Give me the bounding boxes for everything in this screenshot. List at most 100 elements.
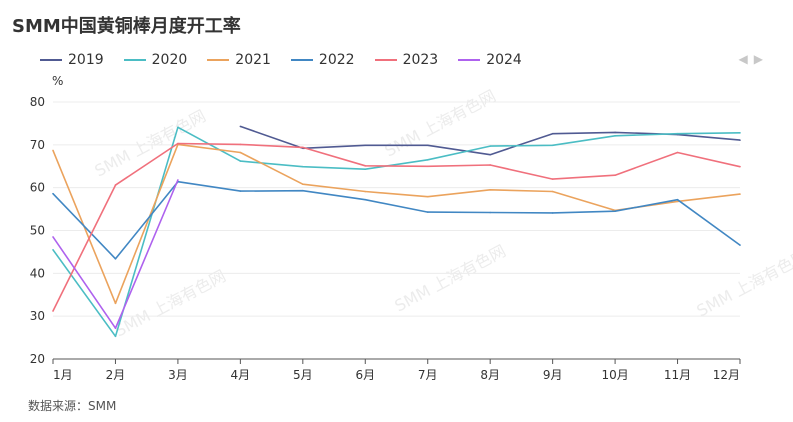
series-line-2021 xyxy=(52,143,741,305)
data-point-2020 xyxy=(239,160,242,162)
data-point-2023 xyxy=(676,151,679,154)
data-point-2020 xyxy=(364,168,367,171)
data-point-2020 xyxy=(489,145,491,147)
y-tick-label: 60 xyxy=(30,181,45,195)
data-point-2023 xyxy=(551,178,554,180)
data-point-2019 xyxy=(364,144,367,147)
data-point-2023 xyxy=(302,146,304,149)
legend-item-2022[interactable]: 2022 xyxy=(290,52,355,68)
legend-swatch xyxy=(374,59,397,61)
series-line-2020 xyxy=(52,126,741,338)
data-point-2022 xyxy=(426,211,429,213)
data-point-2019 xyxy=(489,153,491,156)
legend-swatch xyxy=(458,59,481,61)
series-line-2022 xyxy=(52,180,741,260)
data-point-2020 xyxy=(114,335,117,338)
data-point-2022 xyxy=(676,198,679,201)
legend-item-2021[interactable]: 2021 xyxy=(207,52,271,68)
data-point-2022 xyxy=(614,210,616,213)
data-point-2024 xyxy=(52,236,54,238)
data-point-2023 xyxy=(739,165,741,168)
data-point-2021 xyxy=(302,183,304,186)
data-point-2022 xyxy=(114,257,117,260)
series-line-2023 xyxy=(52,142,741,312)
legend-label: 2021 xyxy=(235,52,271,68)
x-tick-label: 1月 xyxy=(53,368,73,382)
series-line-2024 xyxy=(52,179,179,329)
legend-item-2023[interactable]: 2023 xyxy=(374,52,439,68)
data-point-2020 xyxy=(739,132,741,134)
x-tick-label: 11月 xyxy=(664,368,691,382)
y-tick-label: 50 xyxy=(30,224,45,238)
x-tick-label: 5月 xyxy=(293,368,313,382)
data-point-2024 xyxy=(177,179,179,181)
data-point-2021 xyxy=(364,190,367,193)
prev-page-icon[interactable]: ◀ xyxy=(738,52,754,66)
data-point-2022 xyxy=(551,212,554,214)
legend-label: 2024 xyxy=(486,52,522,68)
data-point-2022 xyxy=(239,190,242,192)
legend-item-2020[interactable]: 2020 xyxy=(123,52,188,68)
y-tick-label: 20 xyxy=(30,352,45,366)
legend-label: 2020 xyxy=(151,52,188,68)
data-point-2023 xyxy=(114,184,117,186)
y-axis-unit: % xyxy=(52,74,64,88)
data-point-2022 xyxy=(52,192,54,195)
data-point-2021 xyxy=(489,189,491,191)
y-tick-label: 30 xyxy=(30,309,45,323)
data-point-2019 xyxy=(739,139,741,141)
legend-item-2019[interactable]: 2019 xyxy=(40,52,104,68)
data-point-2023 xyxy=(364,165,367,167)
x-tick-label: 4月 xyxy=(231,368,251,382)
x-tick-label: 9月 xyxy=(543,368,563,382)
y-tick-label: 80 xyxy=(30,95,45,109)
data-point-2020 xyxy=(676,132,679,135)
x-tick-label: 6月 xyxy=(355,368,375,382)
legend-item-2024[interactable]: 2024 xyxy=(458,52,522,68)
legend-label: 2023 xyxy=(402,52,439,68)
legend-swatch xyxy=(40,59,62,61)
x-tick-label: 7月 xyxy=(418,368,438,382)
legend-swatch xyxy=(123,59,146,61)
y-tick-label: 40 xyxy=(30,266,45,280)
data-point-2023 xyxy=(614,174,616,177)
data-point-2023 xyxy=(239,143,242,146)
data-point-2020 xyxy=(177,126,179,129)
data-point-2021 xyxy=(114,302,117,305)
legend-label: 2019 xyxy=(68,52,104,68)
x-tick-label: 3月 xyxy=(168,368,188,382)
data-point-2022 xyxy=(489,211,491,214)
data-point-2023 xyxy=(426,165,429,168)
x-tick-label: 12月 xyxy=(713,368,740,382)
data-point-2024 xyxy=(114,327,117,329)
data-point-2022 xyxy=(302,189,304,192)
data-point-2023 xyxy=(52,310,54,312)
data-point-2021 xyxy=(551,190,554,193)
x-tick-label: 10月 xyxy=(601,368,628,382)
legend-swatch xyxy=(207,59,230,61)
chart-title: SMM中国黄铜棒月度开工率 xyxy=(12,16,241,37)
legend-pager[interactable]: ◀▶ xyxy=(739,52,769,66)
data-point-2023 xyxy=(489,164,491,166)
data-point-2020 xyxy=(302,165,304,168)
data-point-2020 xyxy=(426,159,429,161)
data-point-2021 xyxy=(426,195,429,198)
data-point-2022 xyxy=(739,244,741,246)
data-point-2021 xyxy=(52,149,54,152)
y-tick-label: 70 xyxy=(30,138,45,152)
data-point-2019 xyxy=(426,144,429,147)
data-point-2023 xyxy=(177,142,179,145)
data-point-2020 xyxy=(614,135,616,137)
data-point-2020 xyxy=(52,248,54,251)
data-point-2019 xyxy=(551,132,554,135)
data-source: 数据来源：SMM xyxy=(28,399,117,413)
x-tick-label: 8月 xyxy=(480,368,500,382)
data-point-2020 xyxy=(551,144,554,147)
x-tick-label: 2月 xyxy=(106,368,126,382)
next-page-icon[interactable]: ▶ xyxy=(753,52,769,66)
legend-label: 2022 xyxy=(318,52,355,68)
data-point-2019 xyxy=(614,131,616,134)
data-point-2021 xyxy=(239,151,242,154)
data-point-2021 xyxy=(739,193,741,195)
